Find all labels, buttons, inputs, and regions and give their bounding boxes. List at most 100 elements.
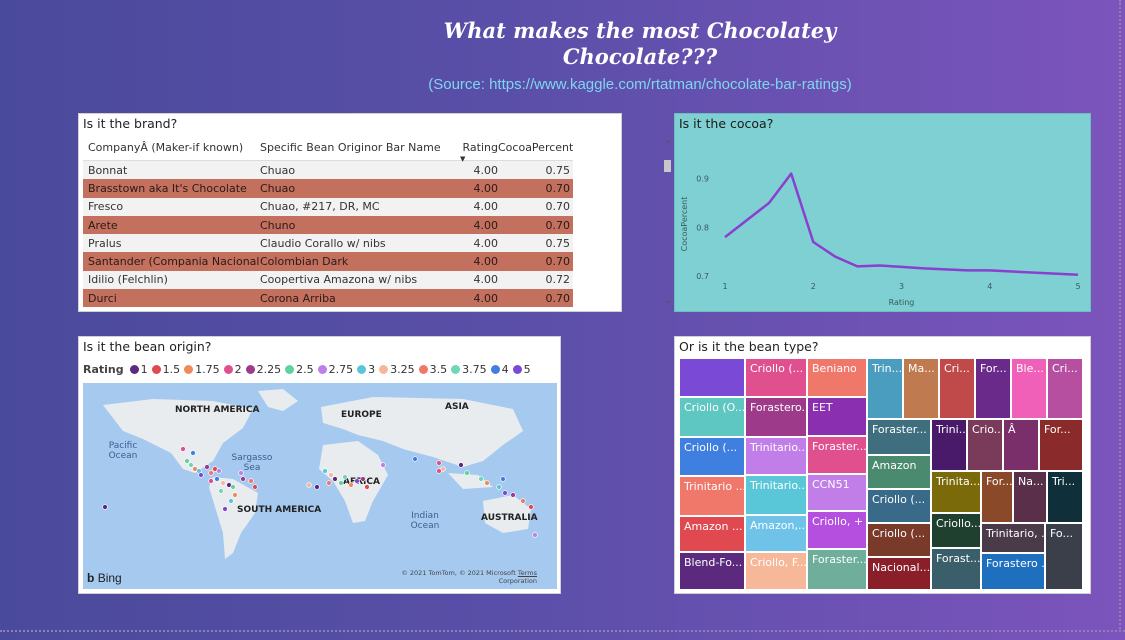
map-point[interactable] <box>102 504 108 510</box>
legend-item[interactable]: 2.75 <box>317 363 353 376</box>
table-row[interactable]: Santander (Compania Nacional) Colombian D… <box>83 252 573 271</box>
map-point[interactable] <box>188 462 194 468</box>
map-point[interactable] <box>484 480 490 486</box>
table-row[interactable]: Arete Chuno 4.00 0.70 <box>83 215 573 235</box>
treemap-tile[interactable]: EET <box>807 397 867 436</box>
map-point[interactable] <box>500 476 506 482</box>
bean-type-panel[interactable]: Or is it the bean type? Criollo (O... Cri… <box>674 336 1091 594</box>
table-row[interactable]: Brasstown aka It's Chocolate Chuao 4.00 0.7… <box>83 179 573 198</box>
treemap-tile[interactable]: Criollo (... <box>867 489 931 523</box>
treemap-tile[interactable]: Ble... <box>1011 358 1047 419</box>
map-point[interactable] <box>220 480 226 486</box>
terms-link[interactable]: Terms <box>517 569 537 577</box>
map-point[interactable] <box>184 458 190 464</box>
map-point[interactable] <box>528 504 534 510</box>
map-point[interactable] <box>314 484 320 490</box>
brand-table-panel[interactable]: Is it the brand? CompanyÂ (Maker-if know… <box>78 113 672 312</box>
legend-item[interactable]: 2 <box>223 363 242 376</box>
map-point[interactable] <box>332 476 338 482</box>
legend-item[interactable]: 3.75 <box>451 363 487 376</box>
map-point[interactable] <box>208 478 214 484</box>
treemap-tile[interactable]: Forastero ... <box>981 553 1045 590</box>
map-point[interactable] <box>216 468 222 474</box>
map-point[interactable] <box>436 468 442 474</box>
legend-item[interactable]: 5 <box>512 363 531 376</box>
legend-item[interactable]: 2.25 <box>245 363 281 376</box>
treemap-tile[interactable]: Forast... <box>931 548 981 590</box>
legend-item[interactable]: 3.5 <box>418 363 447 376</box>
map-point[interactable] <box>230 484 236 490</box>
treemap-tile[interactable]: Criollo, F... <box>745 552 807 590</box>
treemap-tile[interactable]: For... <box>981 471 1013 523</box>
map-point[interactable] <box>248 478 254 484</box>
map-point[interactable] <box>458 462 464 468</box>
map-point[interactable] <box>238 470 244 476</box>
treemap-tile[interactable]: Criollo, + <box>807 511 867 549</box>
world-map[interactable]: NORTH AMERICA EUROPE ASIA AFRICA SOUTH A… <box>83 383 557 589</box>
map-point[interactable] <box>364 484 370 490</box>
source-link[interactable]: (Source: https://www.kaggle.com/rtatman/… <box>428 76 852 93</box>
map-point[interactable] <box>338 480 344 486</box>
scrollbar-thumb[interactable] <box>664 160 671 172</box>
map-point[interactable] <box>198 472 204 478</box>
map-point[interactable] <box>228 498 234 504</box>
treemap-tile[interactable]: For... <box>1039 419 1083 471</box>
map-point[interactable] <box>208 470 214 476</box>
treemap-tile[interactable]: Crio... <box>967 419 1003 471</box>
table-row[interactable]: Pralus Claudio Corallo w/ nibs 4.00 0.75 <box>83 234 573 253</box>
map-point[interactable] <box>360 476 366 482</box>
treemap-tile[interactable]: Criollo (... <box>679 437 745 476</box>
map-point[interactable] <box>322 468 328 474</box>
treemap-tile[interactable]: Trin... <box>867 358 903 419</box>
map-point[interactable] <box>190 450 196 456</box>
map-point[interactable] <box>436 460 442 466</box>
treemap-tile[interactable]: Forastero... <box>745 397 807 437</box>
treemap-tile[interactable] <box>679 358 745 397</box>
scroll-up-icon[interactable]: ⌃ <box>664 140 672 150</box>
treemap-tile[interactable]: CCN51 <box>807 474 867 511</box>
treemap-tile[interactable]: Amazon,... <box>745 515 807 552</box>
map-point[interactable] <box>342 474 348 480</box>
treemap-tile[interactable]: Beniano <box>807 358 867 397</box>
column-header-cocoa[interactable]: CocoaPercent <box>498 140 574 154</box>
map-point[interactable] <box>354 478 360 484</box>
table-scrollbar[interactable]: ⌃ ⌄ <box>663 136 673 311</box>
treemap-tile[interactable]: Cri... <box>939 358 975 419</box>
treemap-tile[interactable]: Trinitario, ... <box>981 523 1045 553</box>
treemap-tile[interactable]: Foraster... <box>867 419 931 455</box>
cocoa-series-line[interactable] <box>724 172 1079 277</box>
treemap-tile[interactable]: Amazon <box>867 455 931 489</box>
map-point[interactable] <box>214 476 220 482</box>
map-point[interactable] <box>252 484 258 490</box>
column-header-rating[interactable]: Rating ▼ <box>456 141 498 163</box>
bean-origin-map-panel[interactable]: Is it the bean origin? Rating 1 1.5 1.75 2 2… <box>78 336 561 594</box>
scroll-down-icon[interactable]: ⌄ <box>664 296 672 306</box>
table-row[interactable]: Idilio (Felchlin) Coopertiva Amazona w/ n… <box>83 270 573 290</box>
legend-item[interactable]: 1.5 <box>151 363 180 376</box>
treemap-tile[interactable]: Cri... <box>1047 358 1083 419</box>
table-row[interactable]: Fresco Chuao, #217, DR, MC 4.00 0.70 <box>83 197 573 216</box>
map-point[interactable] <box>510 492 516 498</box>
treemap-tile[interactable]: Tri... <box>1047 471 1083 523</box>
cocoa-chart-panel[interactable]: Is it the cocoa? 0.7 0.8 0.9 1 2 3 4 5 Rating Coc… <box>674 113 1091 312</box>
treemap-tile[interactable]: Trinitario... <box>745 475 807 515</box>
treemap-tile[interactable]: Nacional... <box>867 557 931 590</box>
map-point[interactable] <box>204 464 210 470</box>
treemap-tile[interactable]: Foraster... <box>807 436 867 474</box>
treemap-tile[interactable]: Trini... <box>931 419 967 471</box>
map-point[interactable] <box>240 476 246 482</box>
column-header-bean-origin[interactable]: Specific Bean Originor Bar Name <box>260 140 441 154</box>
treemap-tile[interactable]: Foraster... <box>807 549 867 590</box>
treemap-tile[interactable]: Blend-Fo... <box>679 552 745 590</box>
map-point[interactable] <box>412 456 418 462</box>
map-point[interactable] <box>326 480 332 486</box>
treemap-tile[interactable]: Â <box>1003 419 1039 471</box>
map-point[interactable] <box>306 482 312 488</box>
map-point[interactable] <box>478 476 484 482</box>
legend-item[interactable]: 1 <box>129 363 148 376</box>
legend-item[interactable]: 1.75 <box>184 363 220 376</box>
column-header-company[interactable]: CompanyÂ (Maker-if known) <box>88 140 244 154</box>
treemap-tile[interactable]: Fo... <box>1045 523 1083 590</box>
treemap-tile[interactable]: Trinitario... <box>745 437 807 475</box>
legend-item[interactable]: 3.25 <box>379 363 415 376</box>
